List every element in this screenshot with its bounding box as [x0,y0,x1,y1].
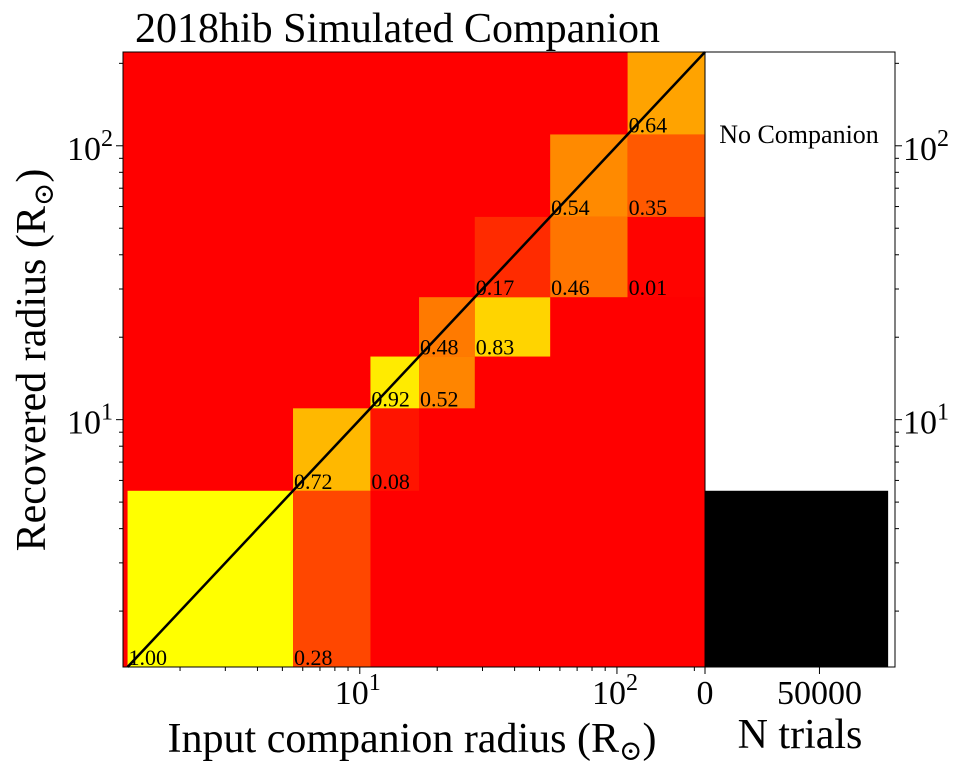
right-y-tick-label: 102 [903,126,949,168]
identity-diagonal-line [126,51,706,668]
cell-value-label: 0.08 [371,469,410,494]
heatmap-cell [293,490,371,667]
heatmap-cell [474,297,551,357]
heatmap-cell [370,408,420,491]
x-tick-label: 102 [592,670,638,712]
y-tick-label: 101 [67,400,113,442]
cell-value-label: 0.35 [629,195,668,220]
cell-value-label: 0.72 [294,469,333,494]
n-trials-ticks: 0 50000 101 102 [697,62,949,712]
heatmap-cell [627,134,705,217]
x-axis-label: Input companion radius (R⊙) [168,716,657,767]
cell-value-label: 0.28 [294,645,333,670]
cell-value-label: 0.17 [476,275,515,300]
cell-value-label: 0.48 [420,335,459,360]
cell-value-label: 0.52 [420,386,459,411]
y-axis-label: Recovered radius (R⊙) [9,169,60,552]
n-trials-x-tick-label: 50000 [777,675,862,712]
cell-value-label: 0.83 [476,335,515,360]
x-tick-label: 101 [335,670,381,712]
cell-value-label: 1.00 [129,645,168,670]
n-trials-panel [705,490,889,667]
heatmap-ticks: 101 102 101 102 [67,62,695,712]
n-trials-x-tick-label: 0 [697,675,714,712]
y-tick-label: 102 [67,126,113,168]
cell-value-label: 0.01 [629,275,668,300]
chart-title: 2018hib Simulated Companion [135,6,660,52]
cell-value-label: 0.92 [371,386,410,411]
no-companion-annotation: No Companion [719,120,879,149]
n-trials-axis-label: N trials [738,712,863,758]
cell-value-label: 0.64 [629,112,668,137]
n-trials-frame [704,51,896,668]
cell-value-label: 0.46 [551,275,590,300]
heatmap-cell [419,356,475,409]
heatmap-cell [627,216,705,298]
cell-value-label: 0.54 [551,195,590,220]
n-trials-bar [705,490,889,667]
right-y-tick-label: 101 [903,400,949,442]
heatmap-cell [550,216,628,298]
heatmap-cell-labels: 1.00 0.28 0.72 0.08 0.92 0.52 0.48 0.83 0.17 0.46… [129,112,668,670]
